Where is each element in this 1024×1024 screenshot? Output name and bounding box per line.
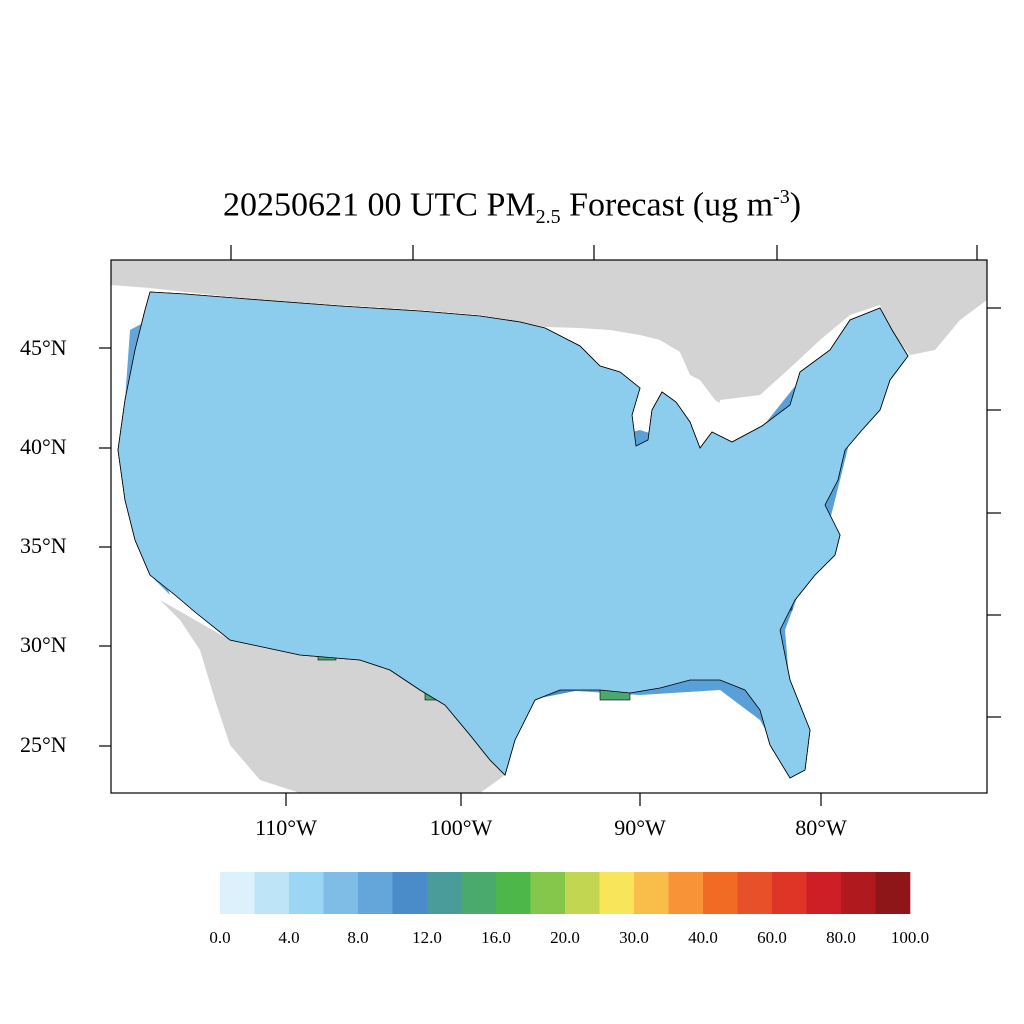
colorbar-swatch xyxy=(875,872,911,914)
colorbar-swatch xyxy=(530,872,566,914)
colorbar-label: 20.0 xyxy=(550,928,580,947)
colorbar-swatch xyxy=(496,872,531,914)
colorbar-swatch xyxy=(461,872,497,914)
map-frame xyxy=(110,259,988,794)
lon-label-80: 80°W xyxy=(795,815,847,840)
colorbar-label: 40.0 xyxy=(688,928,718,947)
colorbar-swatch xyxy=(634,872,669,914)
colorbar-label: 4.0 xyxy=(278,928,300,947)
colorbar-swatch xyxy=(427,872,462,914)
colorbar-swatch xyxy=(392,872,428,914)
map-area xyxy=(111,260,987,793)
colorbar-swatch xyxy=(737,872,773,914)
colorbar-swatch xyxy=(254,872,290,914)
colorbar-swatch xyxy=(668,872,704,914)
colorbar-label: 16.0 xyxy=(481,928,511,947)
colorbar-label: 80.0 xyxy=(826,928,856,947)
colorbar-swatch xyxy=(289,872,324,914)
colorbar-label: 12.0 xyxy=(412,928,442,947)
colorbar-swatch xyxy=(358,872,393,914)
axis-ticks xyxy=(99,245,1001,806)
colorbar-swatch xyxy=(599,872,635,914)
lat-label-30: 30°N xyxy=(20,632,67,657)
colorbar-label: 30.0 xyxy=(619,928,649,947)
colorbar-label: 100.0 xyxy=(890,928,930,947)
canada-land xyxy=(111,260,987,410)
lat-label-35: 35°N xyxy=(20,533,67,558)
map-title: 20250621 00 UTC PM2.5 Forecast (ug m-3) xyxy=(222,186,802,229)
colorbar-label: 0.0 xyxy=(209,928,231,947)
great-lakes xyxy=(580,330,780,445)
colorbar-swatch xyxy=(703,872,738,914)
colorbar xyxy=(220,872,911,914)
lon-label-110: 110°W xyxy=(255,815,317,840)
colorbar-swatch xyxy=(806,872,842,914)
colorbar-label: 8.0 xyxy=(347,928,369,947)
lat-label-40: 40°N xyxy=(20,434,67,459)
colorbar-swatch xyxy=(565,872,600,914)
lat-label-45: 45°N xyxy=(20,335,67,360)
colorbar-swatch xyxy=(841,872,876,914)
colorbar-swatch xyxy=(220,872,255,914)
lon-label-90: 90°W xyxy=(614,815,666,840)
colorbar-swatch xyxy=(772,872,807,914)
lat-label-25: 25°N xyxy=(20,732,67,757)
colorbar-label: 60.0 xyxy=(757,928,787,947)
lon-label-100: 100°W xyxy=(429,815,493,840)
colorbar-swatch xyxy=(323,872,359,914)
mexico-land xyxy=(160,600,505,793)
